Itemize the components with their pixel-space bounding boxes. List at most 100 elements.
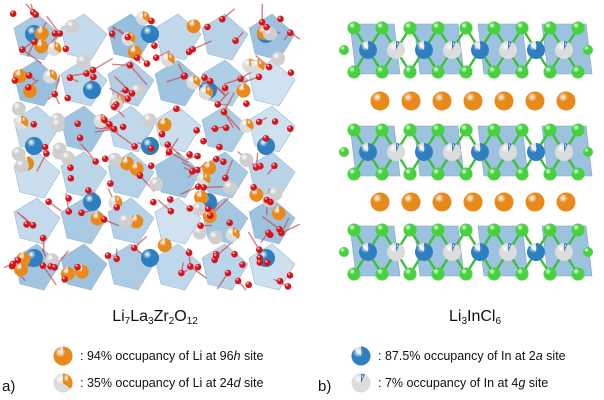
bond <box>42 265 57 286</box>
cl-atom <box>487 167 501 181</box>
cl-atom <box>403 65 417 79</box>
cl-atom <box>339 45 349 55</box>
o-atom <box>264 259 271 267</box>
li-atom <box>157 117 172 132</box>
o-atom <box>212 155 220 163</box>
o-atom <box>113 255 121 263</box>
o-atom <box>234 277 242 285</box>
bond <box>247 231 260 251</box>
li3incl6-legend-2a-text: : 87.5% occupancy of In at 2a site <box>378 349 566 363</box>
llzo-legend-24d-text: : 35% occupancy of Li at 24d site <box>80 376 264 390</box>
o-atom <box>25 84 32 91</box>
bond <box>16 211 34 226</box>
li-atom <box>370 192 390 212</box>
cl-atom <box>515 123 529 137</box>
cl-atom <box>571 21 585 35</box>
in-atom <box>415 243 433 261</box>
o-atom <box>284 283 292 290</box>
zr-atom <box>141 249 159 267</box>
o-atom <box>178 269 185 277</box>
incl6-layer <box>339 21 593 79</box>
cl-atom <box>347 223 361 237</box>
bond <box>46 15 61 34</box>
o-atom <box>239 261 246 268</box>
o-atom <box>92 158 99 165</box>
cl-atom <box>583 147 593 157</box>
li-atom <box>271 206 286 221</box>
o-atom <box>204 205 212 213</box>
la-atom <box>223 180 238 195</box>
bond <box>114 76 133 94</box>
llzo-formula: Li7La3Zr2O12 <box>112 308 198 327</box>
o-atom <box>243 100 250 108</box>
o-atom <box>45 198 52 206</box>
o-atom <box>83 70 90 77</box>
li-atom <box>401 91 421 111</box>
o-atom <box>31 38 38 46</box>
o-atom <box>39 262 47 269</box>
o-atom <box>158 130 166 138</box>
in-atom <box>387 143 405 161</box>
o-atom <box>197 222 204 230</box>
o-atom <box>221 84 229 92</box>
o-atom <box>147 162 155 170</box>
cl-atom <box>543 223 557 237</box>
o-atom <box>110 125 118 133</box>
o-atom <box>255 73 263 81</box>
cl-atom <box>487 65 501 79</box>
cl-atom <box>375 267 389 281</box>
o-atom <box>222 174 229 182</box>
in-atom <box>387 41 405 59</box>
in-atom <box>359 41 377 59</box>
in-atom <box>443 243 461 261</box>
o-atom <box>51 264 58 271</box>
in-atom <box>471 243 489 261</box>
o-atom <box>89 66 97 74</box>
o-atom <box>188 168 196 175</box>
cl-atom <box>347 267 361 281</box>
in-atom <box>471 143 489 161</box>
cl-atom <box>543 21 557 35</box>
o-atom <box>250 183 257 191</box>
bond <box>80 143 97 162</box>
cl-atom <box>459 123 473 137</box>
li-atom <box>129 214 144 229</box>
la-atom <box>107 152 122 167</box>
bond <box>92 57 114 71</box>
o-atom <box>207 212 214 220</box>
cl-atom <box>459 21 473 35</box>
la-atom <box>208 230 223 245</box>
o-atom <box>237 75 244 83</box>
li3incl6-structure-svg <box>339 21 593 281</box>
cl-atom <box>487 267 501 281</box>
o-atom <box>258 18 266 26</box>
o-atom <box>9 10 17 17</box>
o-atom <box>100 216 108 223</box>
o-atom <box>106 121 113 128</box>
cl-atom <box>375 65 389 79</box>
cl-atom <box>543 123 557 137</box>
o-atom <box>186 205 194 212</box>
li-atom <box>239 118 254 133</box>
zr-atom <box>83 81 101 99</box>
o-atom <box>185 249 193 257</box>
o-atom <box>111 103 118 111</box>
o-atom <box>147 145 155 152</box>
li-atom <box>14 262 29 277</box>
zro6-octahedron <box>60 105 108 153</box>
o-atom <box>61 276 68 283</box>
li-atom <box>202 160 217 175</box>
o-atom <box>226 219 233 227</box>
o-atom <box>131 244 138 252</box>
cl-atom <box>571 65 585 79</box>
cl-atom <box>431 21 445 35</box>
cl-atom <box>403 21 417 35</box>
li-atom <box>463 192 483 212</box>
cl-atom <box>403 223 417 237</box>
occupancy-sphere <box>53 373 73 393</box>
o-atom <box>29 222 37 229</box>
o-atom <box>263 196 271 204</box>
li-atom <box>432 91 452 111</box>
in-atom <box>555 41 573 59</box>
o-atom <box>43 150 50 157</box>
